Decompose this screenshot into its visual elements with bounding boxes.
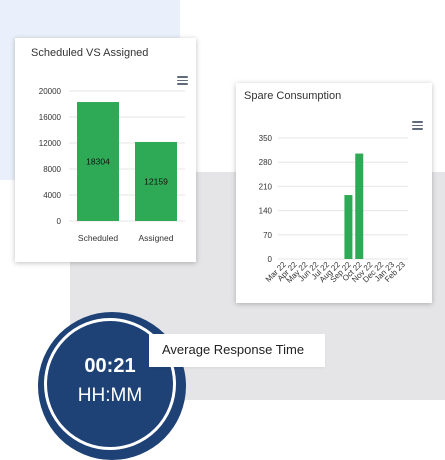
y-tick-label: 350 <box>259 134 273 143</box>
data-label: 18304 <box>86 157 110 167</box>
bar <box>135 141 177 221</box>
spare-consumption-card: Spare Consumption 350 280 210 140 70 0 Mar 22 A… <box>236 83 432 303</box>
chart-title: Spare Consumption <box>244 90 342 102</box>
response-time-label-box <box>149 334 325 367</box>
y-tick-label: 70 <box>263 231 272 240</box>
y-tick-label: 20000 <box>39 87 62 96</box>
y-tick-label: 4000 <box>43 191 61 200</box>
bar <box>344 195 353 259</box>
scheduled-vs-assigned-chart: 20000 16000 12000 8000 4000 0 18304 Scheduled 12… <box>39 87 185 243</box>
bar <box>77 102 119 221</box>
chart-menu-icon[interactable] <box>412 121 423 130</box>
data-label: 12159 <box>144 176 168 186</box>
y-tick-label: 12000 <box>39 139 62 148</box>
y-tick-label: 0 <box>57 217 62 226</box>
response-time-value: 00:21 <box>84 355 136 377</box>
y-tick-label: 210 <box>259 182 273 191</box>
y-tick-label: 280 <box>259 158 273 167</box>
bar <box>355 153 364 259</box>
x-tick-label: Scheduled <box>78 233 118 243</box>
y-tick-label: 0 <box>268 255 273 264</box>
y-tick-label: 16000 <box>39 113 62 122</box>
scheduled-vs-assigned-card: Scheduled VS Assigned 20000 16000 12000 800… <box>15 38 196 262</box>
x-tick-label: Assigned <box>139 233 174 243</box>
response-time-unit: HH:MM <box>77 385 143 406</box>
chart-menu-icon[interactable] <box>177 76 188 85</box>
chart-title: Scheduled VS Assigned <box>31 47 149 59</box>
y-tick-label: 8000 <box>43 165 61 174</box>
y-tick-label: 140 <box>259 207 273 216</box>
response-time-label: Average Response Time <box>162 342 305 357</box>
